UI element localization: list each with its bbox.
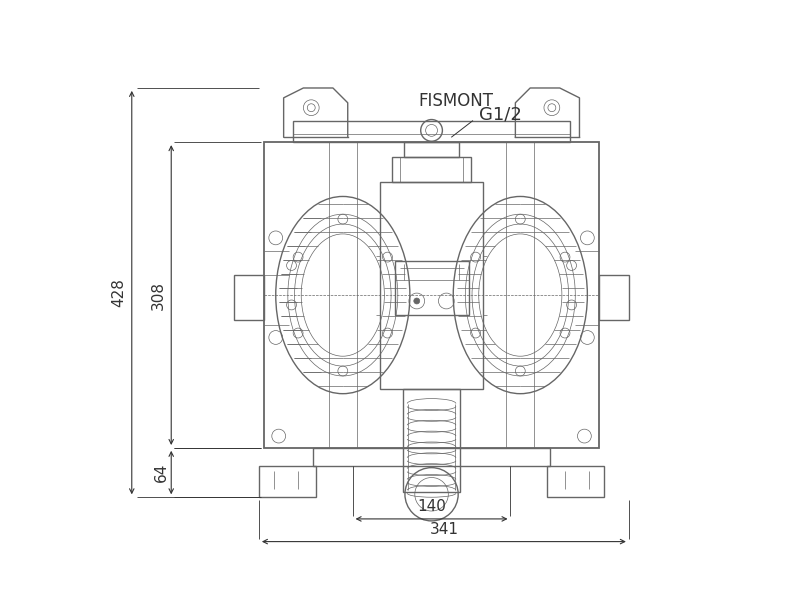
Bar [264, 142, 599, 448]
Bar [314, 448, 550, 466]
Bar [405, 142, 458, 157]
Bar [392, 157, 471, 182]
Bar [380, 182, 483, 389]
Bar [394, 260, 469, 315]
Circle shape [414, 298, 420, 304]
Bar [259, 466, 316, 497]
Bar [599, 275, 629, 320]
Bar [403, 389, 460, 492]
Bar [294, 121, 570, 142]
Text: 140: 140 [417, 499, 446, 514]
Text: 341: 341 [430, 521, 458, 536]
Text: 428: 428 [111, 278, 126, 307]
Bar [234, 275, 264, 320]
Bar [547, 466, 604, 497]
Text: FISMONT: FISMONT [418, 92, 494, 110]
Text: 64: 64 [154, 463, 169, 482]
Text: G1/2: G1/2 [479, 106, 522, 124]
Text: 308: 308 [151, 281, 166, 310]
